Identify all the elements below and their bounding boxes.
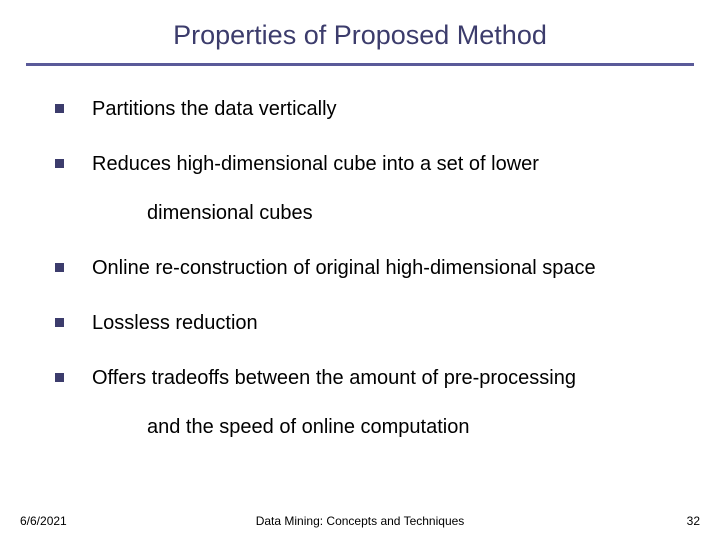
footer-date: 6/6/2021: [20, 514, 67, 528]
bullet-square-icon: [55, 373, 64, 382]
bullet-continuation: dimensional cubes: [147, 200, 680, 227]
slide-footer: 6/6/2021 Data Mining: Concepts and Techn…: [0, 514, 720, 528]
bullet-list: Partitions the data vertically Reduces h…: [0, 96, 720, 441]
bullet-text: Offers tradeoffs between the amount of p…: [92, 365, 576, 392]
bullet-square-icon: [55, 104, 64, 113]
bullet-item: Reduces high-dimensional cube into a set…: [55, 151, 680, 178]
bullet-square-icon: [55, 159, 64, 168]
bullet-text: Online re-construction of original high-…: [92, 255, 596, 282]
footer-center-text: Data Mining: Concepts and Techniques: [256, 514, 465, 528]
bullet-item: Offers tradeoffs between the amount of p…: [55, 365, 680, 392]
bullet-continuation: and the speed of online computation: [147, 414, 680, 441]
footer-page-number: 32: [687, 514, 700, 528]
bullet-item: Lossless reduction: [55, 310, 680, 337]
bullet-text: Reduces high-dimensional cube into a set…: [92, 151, 539, 178]
slide-container: Properties of Proposed Method Partitions…: [0, 0, 720, 540]
bullet-square-icon: [55, 263, 64, 272]
bullet-item: Online re-construction of original high-…: [55, 255, 680, 282]
bullet-item: Partitions the data vertically: [55, 96, 680, 123]
bullet-text: Partitions the data vertically: [92, 96, 337, 123]
title-divider: [26, 63, 694, 66]
bullet-text: Lossless reduction: [92, 310, 258, 337]
bullet-square-icon: [55, 318, 64, 327]
slide-title: Properties of Proposed Method: [0, 20, 720, 51]
